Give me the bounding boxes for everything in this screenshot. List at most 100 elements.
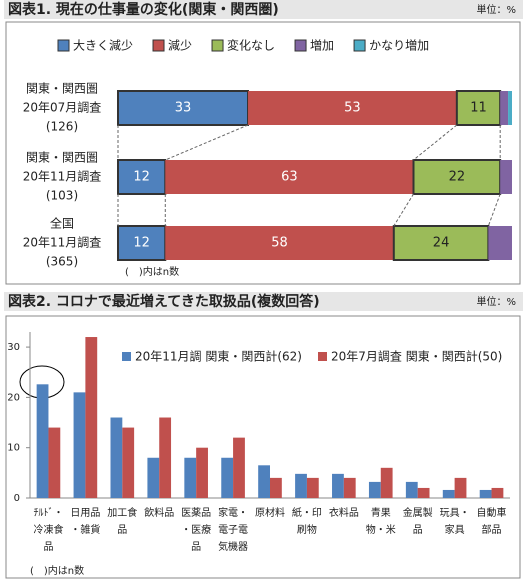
legend-swatch: [211, 39, 224, 52]
x-tick-label: 加工食: [107, 506, 137, 519]
y-tick-label: 関東・関西圏: [26, 82, 98, 96]
bar: [85, 337, 98, 498]
y-tick-label: 20年07月調査: [23, 101, 102, 115]
y-tick-label: 0: [14, 493, 20, 504]
bar: [343, 477, 356, 498]
bar: [233, 437, 245, 498]
bar: [332, 473, 344, 498]
chart-title: 図表2. コロナで最近増えてきた取扱品(複数回答): [8, 293, 320, 310]
data-label: 22: [449, 170, 466, 185]
data-label: 12: [133, 236, 150, 251]
x-tick-label: 青果: [371, 506, 391, 519]
x-tick-label: 家電・: [218, 506, 248, 519]
y-tick-label: (103): [46, 189, 78, 203]
bar-segment: [488, 226, 512, 260]
legend-label: 変化なし: [227, 38, 275, 53]
x-tick-label: 衣料品: [329, 506, 359, 519]
y-tick-label: 20年11月調査: [23, 170, 102, 184]
bar: [110, 417, 123, 498]
bar-segment: [392, 225, 490, 261]
y-tick-label: 20年11月調査: [23, 236, 102, 250]
bar: [122, 427, 135, 498]
bar: [196, 447, 208, 498]
legend-label: かなり増加: [369, 39, 429, 53]
unit: 単位：%: [476, 3, 516, 16]
bar-segment: [248, 91, 457, 125]
bar: [73, 392, 86, 498]
bar: [221, 457, 234, 498]
x-tick-label: 部品: [482, 523, 502, 536]
bar: [417, 487, 430, 498]
panel: [5, 315, 521, 579]
data-label: 12: [133, 170, 150, 185]
legend-swatch: [294, 39, 307, 52]
x-tick-label: 金属製: [403, 506, 433, 519]
y-tick-label: 関東・関西圏: [26, 151, 98, 165]
x-tick-label: 医薬品: [181, 507, 211, 519]
bar: [454, 477, 467, 498]
data-label: 11: [470, 101, 487, 116]
bar: [380, 467, 393, 498]
unit: 単位：%: [476, 295, 516, 308]
bar: [270, 477, 282, 498]
x-tick-label: ・雑貨: [70, 523, 100, 536]
legend-swatch: [57, 39, 70, 52]
y-tick-label: 10: [7, 443, 20, 454]
x-tick-label: 家具: [445, 523, 465, 536]
x-tick-label: ・医療: [181, 523, 211, 536]
x-tick-label: ﾁﾙﾄﾞ・: [33, 507, 63, 519]
y-tick-label: 30: [7, 342, 20, 353]
legend-label: 20年11月調 関東・関西計(62): [135, 349, 302, 364]
x-tick-label: 刷物: [297, 523, 317, 536]
legend-swatch: [122, 352, 131, 361]
x-tick-label: 品: [191, 541, 201, 553]
bar-segment: [500, 160, 512, 194]
bar: [491, 487, 504, 498]
chart-title: 図表1. 現在の仕事量の変化(関東・関西圏): [8, 1, 279, 18]
bar: [295, 473, 307, 498]
bar: [479, 489, 492, 498]
y-tick-label: 全国: [50, 216, 74, 231]
connector: [413, 124, 458, 161]
data-label: 33: [175, 101, 192, 116]
bar: [36, 384, 49, 498]
bar-segment: [165, 226, 394, 260]
bar-segment: [117, 159, 167, 195]
y-tick-label: 20: [7, 392, 20, 403]
x-tick-label: 原材料: [255, 506, 285, 519]
bar-segment: [412, 159, 502, 195]
bar: [258, 465, 270, 498]
bar: [368, 481, 381, 498]
legend-label: 増加: [310, 39, 334, 53]
bar-segment: [500, 91, 509, 125]
y-tick-label: (365): [46, 255, 78, 269]
x-tick-label: 品: [117, 524, 127, 536]
heading-band: [4, 0, 523, 19]
connector: [487, 193, 501, 227]
connector: [393, 193, 414, 227]
x-tick-label: 日用品: [70, 507, 100, 519]
data-label: 24: [433, 236, 450, 251]
data-label: 63: [281, 170, 298, 185]
legend-label: 減少: [168, 38, 192, 53]
bar: [159, 417, 172, 498]
x-tick-label: 品: [413, 524, 423, 536]
bar: [184, 457, 197, 498]
bar: [442, 489, 455, 498]
legend-label: 大きく減少: [73, 38, 133, 53]
note: ( )内はn数: [125, 265, 179, 278]
x-tick-label: 気機器: [218, 540, 248, 553]
bar: [147, 457, 160, 498]
x-tick-label: 物・米: [366, 523, 396, 536]
legend-swatch: [318, 352, 327, 361]
bar: [405, 481, 418, 498]
x-tick-label: 紙・印: [292, 506, 322, 519]
bar-segment: [165, 160, 414, 194]
x-tick-label: 品: [43, 541, 53, 553]
legend-swatch: [353, 39, 366, 52]
bar: [48, 427, 61, 498]
bar: [306, 477, 319, 498]
panel: [5, 21, 521, 285]
